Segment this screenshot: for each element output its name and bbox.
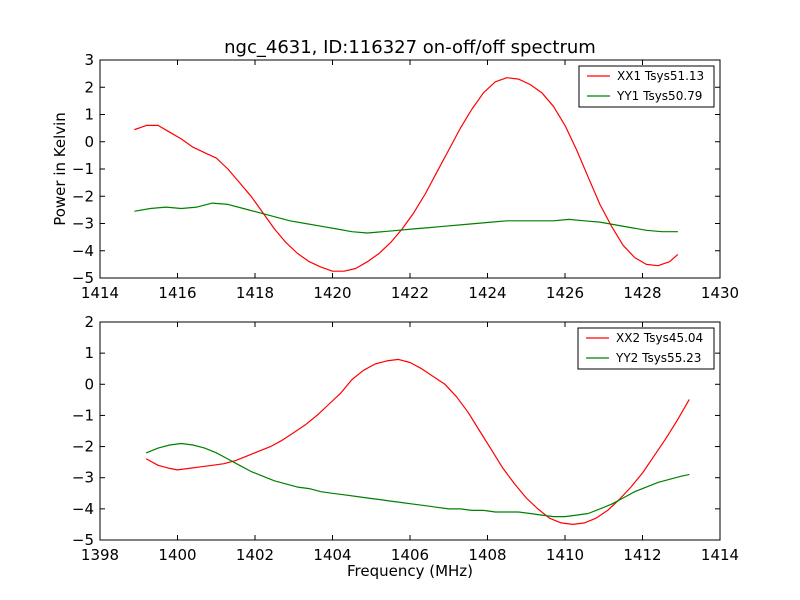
x-tick-label: 1426 xyxy=(546,284,584,302)
legend-label-xx1: XX1 Tsys51.13 xyxy=(617,69,704,83)
y-tick-label: −3 xyxy=(72,469,94,487)
x-tick-label: 1404 xyxy=(313,546,351,564)
series-group xyxy=(145,358,690,526)
x-tick-label: 1400 xyxy=(158,546,196,564)
x-tick-label: 1416 xyxy=(158,284,196,302)
y-tick-label: 0 xyxy=(84,133,94,151)
legend: XX2 Tsys45.04 YY2 Tsys55.23 xyxy=(577,327,715,370)
series-line-yy xyxy=(145,442,690,518)
series-line-yy xyxy=(134,202,679,234)
x-tick-label: 1398 xyxy=(81,546,119,564)
y-tick-label: −1 xyxy=(72,160,94,178)
x-tick-label: 1410 xyxy=(546,546,584,564)
legend-box xyxy=(577,327,715,370)
x-tick-label: 1408 xyxy=(468,546,506,564)
x-tick-label: 1428 xyxy=(623,284,661,302)
legend-label-xx2: XX2 Tsys45.04 xyxy=(616,331,703,345)
y-tick-label: −4 xyxy=(72,242,94,260)
x-tick-label: 1422 xyxy=(391,284,429,302)
y-tick-label: −4 xyxy=(72,500,94,518)
x-tick-label: 1412 xyxy=(623,546,661,564)
legend-box xyxy=(578,65,715,108)
y-tick-label: −3 xyxy=(72,215,94,233)
x-tick-label: 1424 xyxy=(468,284,506,302)
axes: 1398 1400 1402 1404 1406 1408 1410 1412 1414 −5 −4… xyxy=(72,313,739,564)
y-axis-label: Power in Kelvin xyxy=(51,112,69,226)
y-tick-label: 2 xyxy=(84,313,94,331)
legend: XX1 Tsys51.13 YY1 Tsys50.79 xyxy=(578,65,715,108)
y-tick-label: 1 xyxy=(84,106,94,124)
y-tick-label: −5 xyxy=(72,531,94,549)
y-tick-label: −1 xyxy=(72,406,94,424)
series-line-xx xyxy=(134,77,679,272)
x-tick-label: 1418 xyxy=(236,284,274,302)
y-tick-label: 3 xyxy=(84,51,94,69)
chart-bottom: Frequency (MHz) 1398 1400 1402 1404 1406 1408… xyxy=(72,313,739,580)
y-tick-label: −5 xyxy=(72,269,94,287)
x-tick-label: 1430 xyxy=(701,284,739,302)
series-group xyxy=(134,77,679,272)
x-tick-label: 1414 xyxy=(701,546,739,564)
x-axis-label: Frequency (MHz) xyxy=(347,562,473,580)
y-tick-label: −2 xyxy=(72,187,94,205)
chart-title: ngc_4631, ID:116327 on-off/off spectrum xyxy=(224,37,596,58)
chart-top: ngc_4631, ID:116327 on-off/off spectrum … xyxy=(51,37,739,302)
x-tick-label: 1406 xyxy=(391,546,429,564)
axes: 1414 1416 1418 1420 1422 1424 1426 1428 1430 −5 −4… xyxy=(72,51,739,302)
y-tick-label: 2 xyxy=(84,78,94,96)
x-tick-label: 1420 xyxy=(313,284,351,302)
legend-label-yy1: YY1 Tsys50.79 xyxy=(616,89,702,103)
x-tick-label: 1414 xyxy=(81,284,119,302)
legend-label-yy2: YY2 Tsys55.23 xyxy=(615,351,701,365)
series-line-xx xyxy=(145,358,690,526)
x-tick-label: 1402 xyxy=(236,546,274,564)
y-tick-label: 0 xyxy=(84,375,94,393)
y-tick-label: −2 xyxy=(72,438,94,456)
y-tick-label: 1 xyxy=(84,344,94,362)
